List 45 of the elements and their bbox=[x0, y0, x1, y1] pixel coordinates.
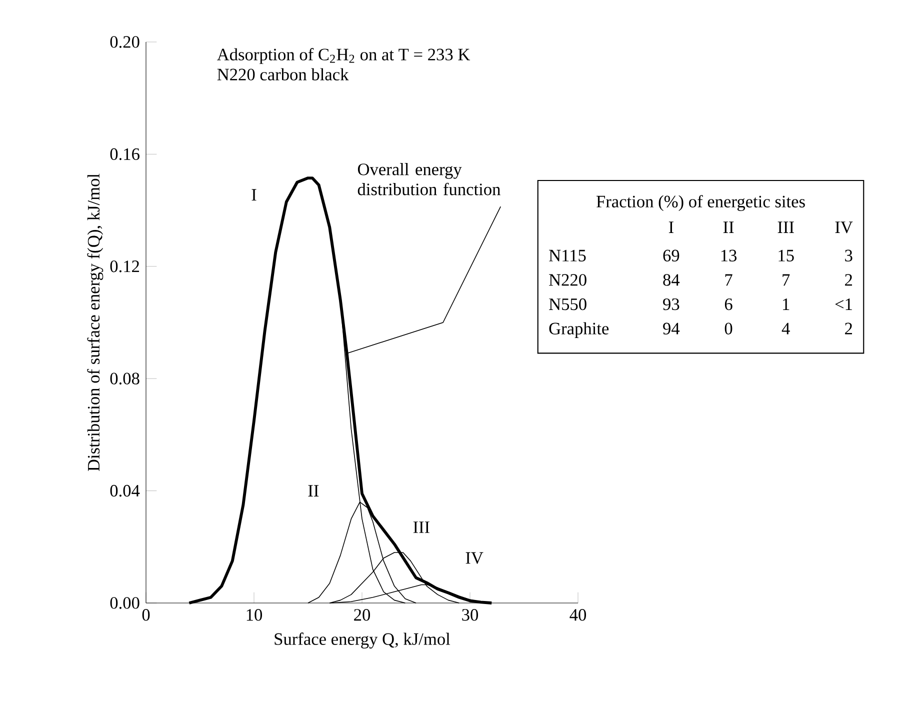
series-label: IV bbox=[466, 552, 484, 564]
series-label: III bbox=[413, 521, 430, 533]
text: 1 bbox=[783, 298, 790, 310]
text: I bbox=[668, 221, 674, 233]
y-tick-label: 0.00 bbox=[110, 596, 140, 609]
text: 7 bbox=[782, 274, 790, 286]
x-axis-title: Surface energy Q, kJ/mol bbox=[274, 632, 450, 648]
y-tick-label: 0.20 bbox=[110, 36, 140, 48]
y-tick-label: 0.08 bbox=[110, 372, 140, 384]
text: II bbox=[308, 484, 319, 496]
chart-title: Adsorption of C$_{2}$H$_{2}$ on at T = 233 K bbox=[217, 48, 470, 64]
annotation: Graphite bbox=[549, 322, 609, 338]
annotation: N220 bbox=[549, 274, 586, 286]
text: 69 bbox=[663, 250, 680, 262]
annotation: N115 bbox=[549, 250, 586, 262]
x-tick-label: 10 bbox=[246, 608, 262, 621]
text: 15 bbox=[778, 250, 794, 262]
text: 94 bbox=[663, 322, 680, 334]
text: II bbox=[723, 221, 734, 233]
text: N220 carbon black bbox=[217, 68, 349, 80]
text: 3 bbox=[845, 250, 852, 262]
text: Fraction (%) of energetic sites bbox=[596, 194, 805, 211]
text: 0 bbox=[724, 322, 732, 334]
text: 84 bbox=[663, 274, 680, 286]
text: III bbox=[778, 221, 794, 233]
y-tick-label: 0.04 bbox=[110, 484, 140, 497]
x-tick-label: 20 bbox=[354, 608, 370, 621]
series-label: I bbox=[252, 189, 256, 200]
x-tick-label: 40 bbox=[570, 608, 586, 621]
text: <1 bbox=[835, 298, 852, 310]
y-tick-label: 0.12 bbox=[110, 260, 140, 272]
annotation: N550 bbox=[549, 298, 586, 310]
y-tick-label: 0.16 bbox=[110, 148, 140, 160]
text: 7 bbox=[725, 274, 732, 286]
text: 2 bbox=[845, 274, 852, 286]
text: 6 bbox=[724, 298, 732, 310]
text: IV bbox=[835, 221, 853, 234]
text: 93 bbox=[663, 298, 680, 310]
text: 2 bbox=[845, 322, 852, 334]
text: 13 bbox=[721, 250, 736, 262]
y-axis-title: Distribution of surface energy f(Q), kJ/mol bbox=[87, 174, 104, 471]
text: 4 bbox=[782, 322, 790, 334]
x-tick-label: 0 bbox=[142, 608, 150, 621]
annotation: Overall energy distribution function bbox=[358, 162, 500, 196]
x-tick-label: 30 bbox=[462, 608, 478, 621]
